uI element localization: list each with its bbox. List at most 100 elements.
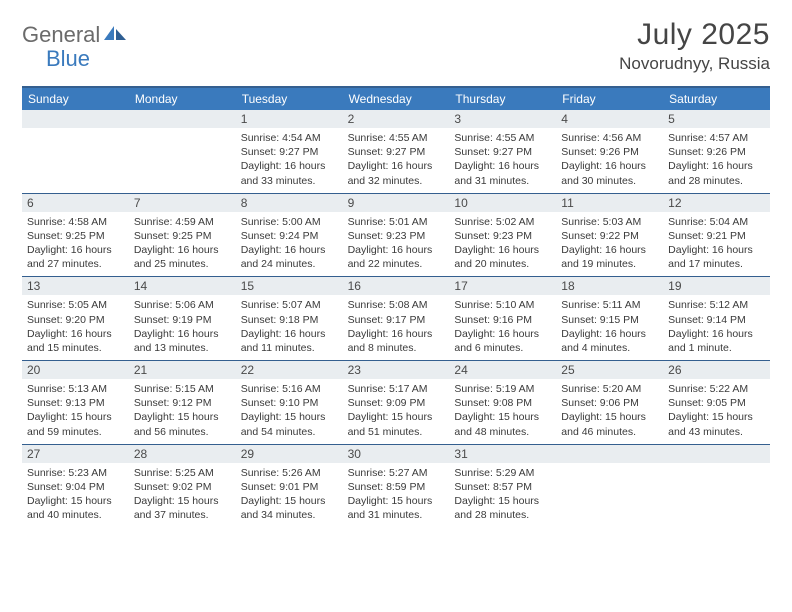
daylight-line-1: Daylight: 15 hours xyxy=(454,494,551,508)
sunset-line: Sunset: 9:13 PM xyxy=(27,396,124,410)
daylight-line-2: and 54 minutes. xyxy=(241,425,338,439)
daylight-line-1: Daylight: 15 hours xyxy=(348,494,445,508)
daylight-line-1: Daylight: 16 hours xyxy=(668,159,765,173)
daylight-line-2: and 51 minutes. xyxy=(348,425,445,439)
sunset-line: Sunset: 9:27 PM xyxy=(454,145,551,159)
daylight-line-1: Daylight: 16 hours xyxy=(348,159,445,173)
day-number: 9 xyxy=(343,194,450,212)
daylight-line-2: and 4 minutes. xyxy=(561,341,658,355)
day-cell: Sunrise: 5:26 AMSunset: 9:01 PMDaylight:… xyxy=(236,463,343,528)
week-number-row: 20212223242526 xyxy=(22,360,770,379)
daylight-line-1: Daylight: 15 hours xyxy=(27,410,124,424)
sunrise-line: Sunrise: 4:55 AM xyxy=(454,131,551,145)
daylight-line-2: and 30 minutes. xyxy=(561,174,658,188)
sunrise-line: Sunrise: 5:17 AM xyxy=(348,382,445,396)
sunrise-line: Sunrise: 4:54 AM xyxy=(241,131,338,145)
sunset-line: Sunset: 9:19 PM xyxy=(134,313,231,327)
daylight-line-2: and 31 minutes. xyxy=(454,174,551,188)
daylight-line-2: and 8 minutes. xyxy=(348,341,445,355)
daylight-line-2: and 46 minutes. xyxy=(561,425,658,439)
daylight-line-2: and 34 minutes. xyxy=(241,508,338,522)
sunset-line: Sunset: 9:01 PM xyxy=(241,480,338,494)
day-number: 20 xyxy=(22,361,129,379)
sunrise-line: Sunrise: 5:05 AM xyxy=(27,298,124,312)
sunrise-line: Sunrise: 4:59 AM xyxy=(134,215,231,229)
dow-saturday: Saturday xyxy=(663,88,770,110)
day-number: 21 xyxy=(129,361,236,379)
sunrise-line: Sunrise: 5:23 AM xyxy=(27,466,124,480)
day-cell: Sunrise: 5:12 AMSunset: 9:14 PMDaylight:… xyxy=(663,295,770,360)
sunrise-line: Sunrise: 5:19 AM xyxy=(454,382,551,396)
daylight-line-1: Daylight: 15 hours xyxy=(27,494,124,508)
day-cell: Sunrise: 5:01 AMSunset: 9:23 PMDaylight:… xyxy=(343,212,450,277)
calendar-grid: Sunday Monday Tuesday Wednesday Thursday… xyxy=(22,86,770,527)
dow-thursday: Thursday xyxy=(449,88,556,110)
week-body-row: Sunrise: 5:13 AMSunset: 9:13 PMDaylight:… xyxy=(22,379,770,444)
dow-wednesday: Wednesday xyxy=(343,88,450,110)
daylight-line-2: and 15 minutes. xyxy=(27,341,124,355)
day-cell: Sunrise: 4:59 AMSunset: 9:25 PMDaylight:… xyxy=(129,212,236,277)
daylight-line-1: Daylight: 16 hours xyxy=(241,159,338,173)
sunrise-line: Sunrise: 5:22 AM xyxy=(668,382,765,396)
daylight-line-2: and 24 minutes. xyxy=(241,257,338,271)
daylight-line-2: and 40 minutes. xyxy=(27,508,124,522)
sunrise-line: Sunrise: 5:04 AM xyxy=(668,215,765,229)
daylight-line-1: Daylight: 15 hours xyxy=(241,410,338,424)
sunrise-line: Sunrise: 5:01 AM xyxy=(348,215,445,229)
sunrise-line: Sunrise: 5:20 AM xyxy=(561,382,658,396)
daylight-line-1: Daylight: 15 hours xyxy=(134,494,231,508)
day-number: 17 xyxy=(449,277,556,295)
sunrise-line: Sunrise: 4:58 AM xyxy=(27,215,124,229)
day-cell xyxy=(663,463,770,528)
dow-sunday: Sunday xyxy=(22,88,129,110)
day-cell: Sunrise: 5:16 AMSunset: 9:10 PMDaylight:… xyxy=(236,379,343,444)
daylight-line-2: and 22 minutes. xyxy=(348,257,445,271)
daylight-line-1: Daylight: 16 hours xyxy=(27,243,124,257)
sunrise-line: Sunrise: 5:03 AM xyxy=(561,215,658,229)
day-number: 3 xyxy=(449,110,556,128)
day-number xyxy=(22,110,129,128)
day-cell: Sunrise: 5:13 AMSunset: 9:13 PMDaylight:… xyxy=(22,379,129,444)
brand-sail-icon xyxy=(104,24,126,47)
day-number: 29 xyxy=(236,445,343,463)
sunrise-line: Sunrise: 5:12 AM xyxy=(668,298,765,312)
day-number: 30 xyxy=(343,445,450,463)
daylight-line-2: and 28 minutes. xyxy=(668,174,765,188)
day-number: 26 xyxy=(663,361,770,379)
week-number-row: 12345 xyxy=(22,110,770,128)
sunset-line: Sunset: 9:20 PM xyxy=(27,313,124,327)
day-number: 24 xyxy=(449,361,556,379)
day-cell: Sunrise: 5:19 AMSunset: 9:08 PMDaylight:… xyxy=(449,379,556,444)
day-cell xyxy=(556,463,663,528)
sunset-line: Sunset: 9:24 PM xyxy=(241,229,338,243)
daylight-line-1: Daylight: 16 hours xyxy=(134,243,231,257)
sunset-line: Sunset: 9:21 PM xyxy=(668,229,765,243)
daylight-line-2: and 27 minutes. xyxy=(27,257,124,271)
sunrise-line: Sunrise: 5:08 AM xyxy=(348,298,445,312)
daylight-line-2: and 33 minutes. xyxy=(241,174,338,188)
day-cell: Sunrise: 5:05 AMSunset: 9:20 PMDaylight:… xyxy=(22,295,129,360)
sunrise-line: Sunrise: 5:11 AM xyxy=(561,298,658,312)
sunset-line: Sunset: 9:27 PM xyxy=(241,145,338,159)
sunset-line: Sunset: 9:05 PM xyxy=(668,396,765,410)
day-cell: Sunrise: 5:22 AMSunset: 9:05 PMDaylight:… xyxy=(663,379,770,444)
daylight-line-1: Daylight: 15 hours xyxy=(348,410,445,424)
day-cell: Sunrise: 5:10 AMSunset: 9:16 PMDaylight:… xyxy=(449,295,556,360)
day-number: 23 xyxy=(343,361,450,379)
daylight-line-2: and 25 minutes. xyxy=(134,257,231,271)
sunset-line: Sunset: 9:27 PM xyxy=(348,145,445,159)
sunset-line: Sunset: 9:02 PM xyxy=(134,480,231,494)
day-number xyxy=(129,110,236,128)
day-number: 10 xyxy=(449,194,556,212)
sunset-line: Sunset: 9:10 PM xyxy=(241,396,338,410)
sunrise-line: Sunrise: 5:16 AM xyxy=(241,382,338,396)
sunset-line: Sunset: 9:22 PM xyxy=(561,229,658,243)
daylight-line-1: Daylight: 16 hours xyxy=(348,243,445,257)
daylight-line-2: and 11 minutes. xyxy=(241,341,338,355)
sunset-line: Sunset: 9:09 PM xyxy=(348,396,445,410)
daylight-line-1: Daylight: 16 hours xyxy=(27,327,124,341)
daylight-line-2: and 19 minutes. xyxy=(561,257,658,271)
daylight-line-1: Daylight: 16 hours xyxy=(668,327,765,341)
daylight-line-1: Daylight: 15 hours xyxy=(241,494,338,508)
day-cell: Sunrise: 5:00 AMSunset: 9:24 PMDaylight:… xyxy=(236,212,343,277)
